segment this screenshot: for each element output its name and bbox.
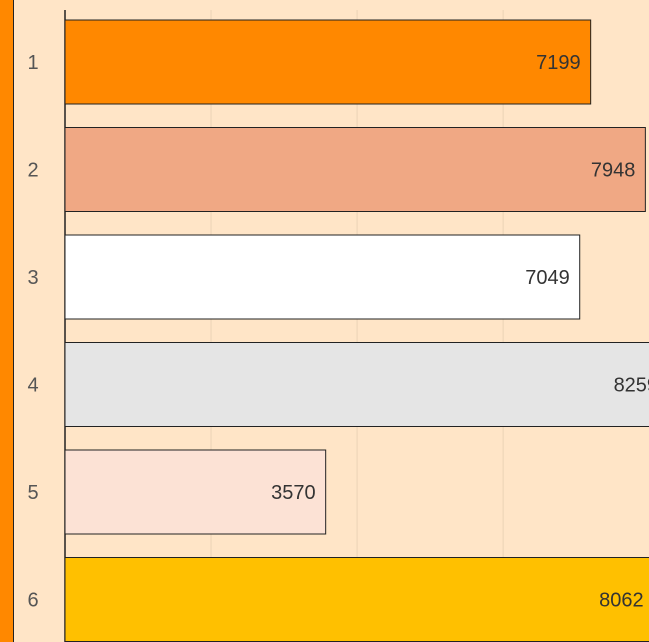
value-label-2: 7948 [591, 160, 636, 182]
value-label-3: 7049 [525, 267, 570, 289]
category-label-6: 6 [27, 590, 38, 612]
bar-4 [64, 342, 649, 427]
value-label-6: 8062 [599, 590, 644, 612]
value-label-5: 3570 [271, 482, 316, 504]
value-label-1: 7199 [536, 52, 581, 74]
value-label-4: 8259 [614, 375, 649, 397]
category-label-5: 5 [27, 482, 38, 504]
accent-stripe [0, 0, 14, 642]
category-label-3: 3 [27, 267, 38, 289]
bar-1 [64, 19, 592, 105]
bar-6 [64, 557, 649, 642]
bar-2 [64, 127, 646, 212]
category-label-1: 1 [27, 52, 38, 74]
bar-5 [64, 449, 327, 535]
category-label-2: 2 [27, 160, 38, 182]
bar-3 [64, 234, 581, 320]
category-label-4: 4 [27, 375, 38, 397]
